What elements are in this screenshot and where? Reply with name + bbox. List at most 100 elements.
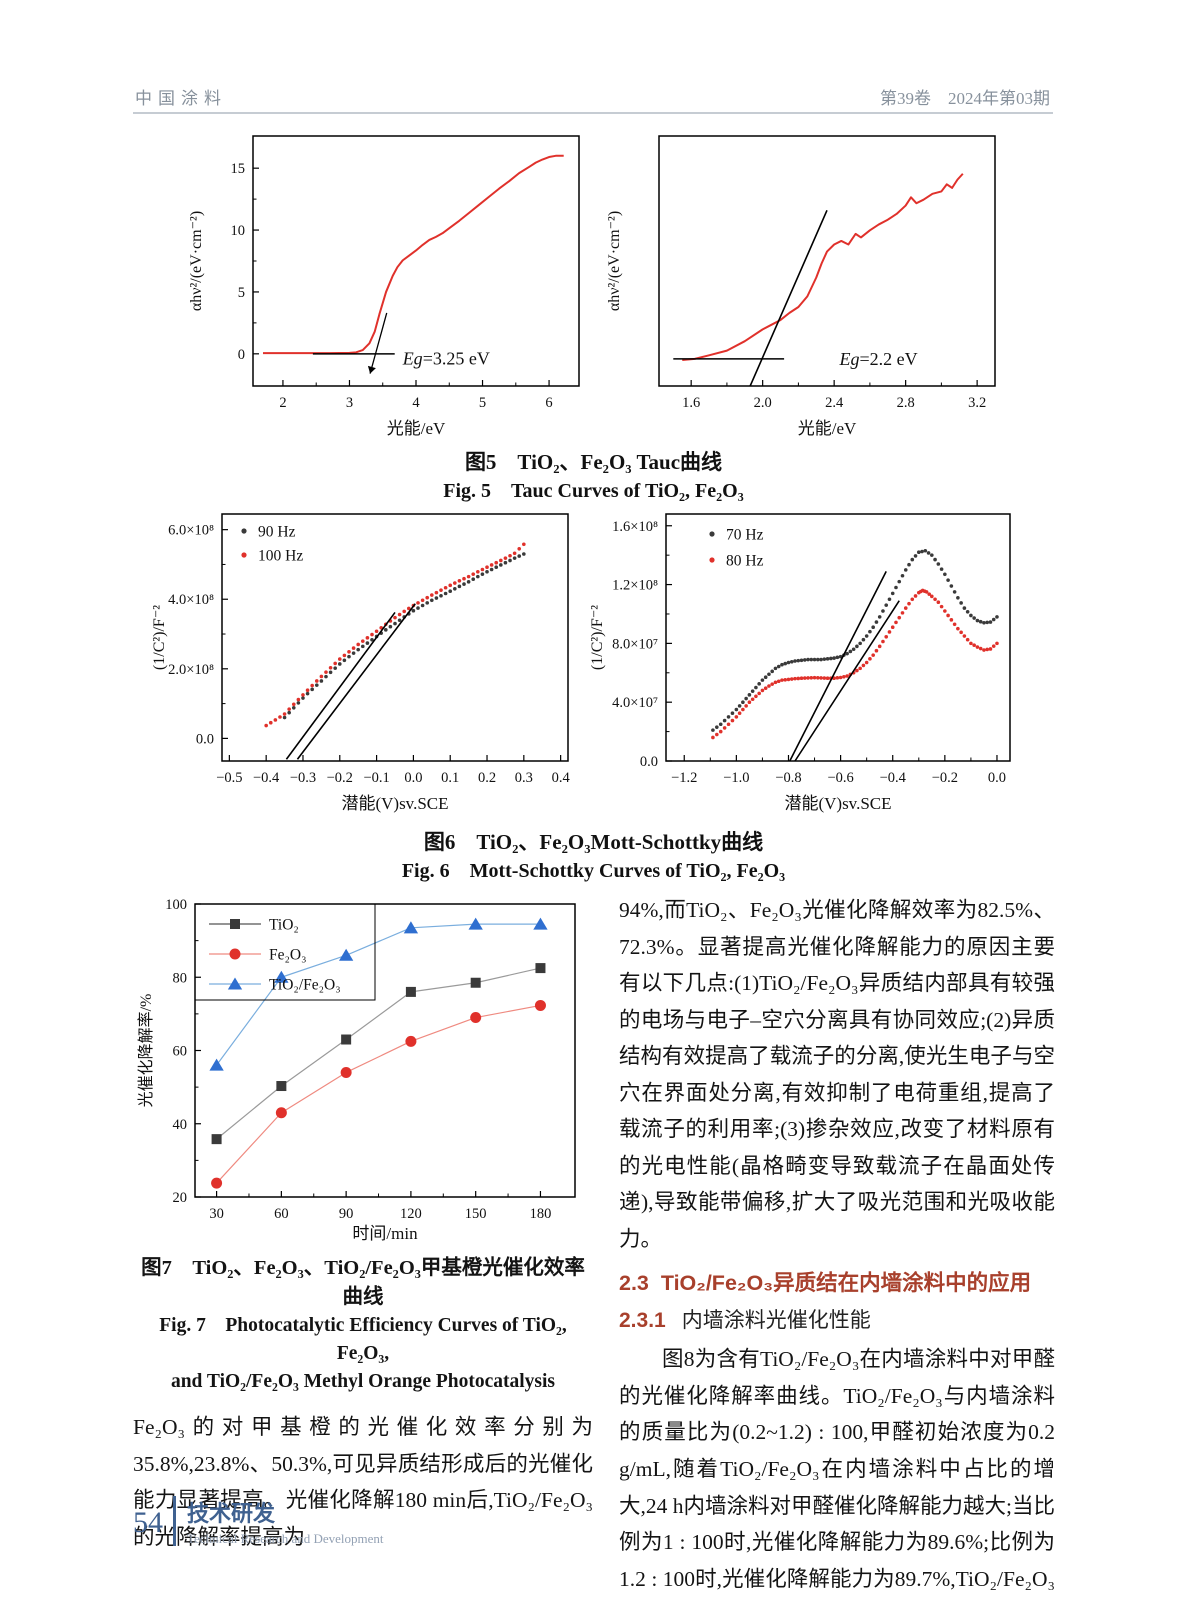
svg-text:40: 40 <box>173 1117 188 1133</box>
subsection-heading-2-3-1: 2.3.1 内墙涂料光催化性能 <box>619 1305 1055 1338</box>
svg-text:0.0: 0.0 <box>404 770 422 786</box>
svg-text:4: 4 <box>412 395 420 411</box>
svg-text:80 Hz: 80 Hz <box>726 553 764 570</box>
svg-text:潜能(V)sv.SCE: 潜能(V)sv.SCE <box>341 794 448 813</box>
fig5-tio2-tauc-chart: 2 3 4 5 6 0 5 10 15 光能/eV αhν²/(eV·cm⁻²) Eg=3.25 eV <box>183 124 593 447</box>
svg-text:100 Hz: 100 Hz <box>258 548 303 565</box>
svg-text:−0.4: −0.4 <box>880 770 907 786</box>
svg-text:0.4: 0.4 <box>552 770 571 786</box>
section-heading-2-3: 2.3 TiO₂/Fe₂O₃异质结在内墙涂料中的应用 <box>619 1267 1055 1300</box>
svg-text:6.0×10⁸: 6.0×10⁸ <box>168 523 214 539</box>
page-footer: 54 技术研发 Technical Research and Developme… <box>133 1496 384 1547</box>
svg-text:15: 15 <box>231 161 246 177</box>
svg-text:−1.2: −1.2 <box>671 770 697 786</box>
fig5-caption: 图5 TiO₂、Fe₂O₃ Tauc曲线 Fig. 5 Tauc Curves … <box>0 447 1187 506</box>
svg-text:光能/eV: 光能/eV <box>798 419 857 438</box>
svg-text:−0.8: −0.8 <box>775 770 801 786</box>
svg-text:120: 120 <box>400 1206 422 1222</box>
fig6-tio2-mott-schottky-chart: −0.5 −0.4 −0.3 −0.2 −0.1 0.0 0.1 0.2 0.3 0.4 0.0 2.… <box>146 502 582 822</box>
fig7-caption-en-line1: Fig. 7 Photocatalytic Efficiency Curves … <box>159 1315 567 1364</box>
svg-text:(1/C²)/F⁻²: (1/C²)/F⁻² <box>151 605 168 670</box>
fig6-caption-en: Fig. 6 Mott-Schottky Curves of TiO₂, Fe₂… <box>401 860 786 883</box>
fig7-caption: 图7 TiO₂、Fe₂O₃、TiO₂/Fe₂O₃甲基橙光催化效率曲线 Fig. … <box>133 1254 593 1395</box>
svg-text:100: 100 <box>165 897 187 913</box>
svg-text:70 Hz: 70 Hz <box>726 527 764 544</box>
right-paragraph-1: 94%,而TiO₂、Fe₂O₃光催化降解效率为82.5%、72.3%。显著提高光… <box>619 898 1055 1251</box>
fig5-caption-en: Fig. 5 Tauc Curves of TiO₂, Fe₂O₃ <box>443 480 744 503</box>
figure5-row: 2 3 4 5 6 0 5 10 15 光能/eV αhν²/(eV·cm⁻²) Eg=3.25 eV… <box>183 124 1011 447</box>
svg-text:0.0: 0.0 <box>196 731 214 747</box>
fig7-caption-en-line2: and TiO₂/Fe₂O₃ Methyl Orange Photocataly… <box>170 1370 556 1392</box>
fig5-caption-zh: 图5 TiO₂、Fe₂O₃ Tauc曲线 <box>464 450 723 474</box>
svg-text:0.3: 0.3 <box>515 770 533 786</box>
page-number: 54 <box>133 1506 163 1539</box>
svg-text:光催化降解率/%: 光催化降解率/% <box>137 994 155 1108</box>
svg-text:−0.3: −0.3 <box>290 770 316 786</box>
footer-divider <box>173 1496 176 1546</box>
right-paragraph-2: 图8为含有TiO₂/Fe₂O₃在内墙涂料中对甲醛的光催化降解率曲线。TiO₂/F… <box>619 1347 1055 1591</box>
svg-text:αhν²/(eV·cm⁻²): αhν²/(eV·cm⁻²) <box>606 211 623 311</box>
svg-text:8.0×10⁷: 8.0×10⁷ <box>612 636 658 652</box>
svg-text:90 Hz: 90 Hz <box>258 524 296 541</box>
figure6-row: −0.5 −0.4 −0.3 −0.2 −0.1 0.0 0.1 0.2 0.3 0.4 0.0 2.… <box>146 502 1024 822</box>
svg-text:−0.4: −0.4 <box>253 770 280 786</box>
svg-text:−0.2: −0.2 <box>327 770 353 786</box>
svg-text:0.1: 0.1 <box>441 770 459 786</box>
svg-text:4.0×10⁷: 4.0×10⁷ <box>612 695 658 711</box>
svg-text:0.0: 0.0 <box>988 770 1006 786</box>
svg-text:TiO₂/Fe₂O₃: TiO₂/Fe₂O₃ <box>269 977 341 994</box>
journal-name: 中国涂料 <box>135 89 227 108</box>
subsection-number: 2.3.1 <box>619 1308 666 1332</box>
svg-text:TiO₂: TiO₂ <box>269 917 299 934</box>
left-column: 30 60 90 120 150 180 20 40 60 80 100 时间/min 光催化降解率/%… <box>133 892 593 1600</box>
svg-text:2.0: 2.0 <box>754 395 772 411</box>
right-column: 94%,而TiO₂、Fe₂O₃光催化降解效率为82.5%、72.3%。显著提高光… <box>619 892 1055 1600</box>
svg-text:20: 20 <box>173 1190 188 1206</box>
svg-text:光能/eV: 光能/eV <box>387 419 446 438</box>
svg-text:2.8: 2.8 <box>897 395 915 411</box>
svg-text:6: 6 <box>545 395 552 411</box>
fig7-caption-zh: 图7 TiO₂、Fe₂O₃、TiO₂/Fe₂O₃甲基橙光催化效率曲线 <box>141 1257 585 1309</box>
svg-text:0.2: 0.2 <box>478 770 496 786</box>
svg-text:150: 150 <box>465 1206 487 1222</box>
svg-text:90: 90 <box>339 1206 354 1222</box>
svg-text:2.4: 2.4 <box>825 395 844 411</box>
fig6-fe2o3-mott-schottky-chart: −1.2 −1.0 −0.8 −0.6 −0.4 −0.2 0.0 0.0 4.0×10⁷ 8.0… <box>584 502 1024 822</box>
svg-text:−0.5: −0.5 <box>216 770 242 786</box>
svg-text:2.0×10⁸: 2.0×10⁸ <box>168 662 214 678</box>
svg-text:潜能(V)sv.SCE: 潜能(V)sv.SCE <box>784 794 891 813</box>
footer-section-zh: 技术研发 <box>187 1501 276 1526</box>
svg-text:1.6×10⁸: 1.6×10⁸ <box>612 519 658 535</box>
svg-text:0.0: 0.0 <box>640 754 658 770</box>
svg-text:Eg=3.25 eV: Eg=3.25 eV <box>402 348 490 368</box>
svg-text:−0.2: −0.2 <box>932 770 958 786</box>
svg-text:5: 5 <box>479 395 486 411</box>
svg-text:10: 10 <box>231 223 246 239</box>
svg-text:1.6: 1.6 <box>682 395 700 411</box>
fig5-fe2o3-tauc-chart: 1.6 2.0 2.4 2.8 3.2 光能/eV αhν²/(eV·cm⁻²) Eg=2.2… <box>601 124 1011 447</box>
header-rule <box>133 112 1053 114</box>
svg-text:Eg=2.2 eV: Eg=2.2 eV <box>839 349 918 369</box>
svg-text:180: 180 <box>530 1206 552 1222</box>
fig7-photocatalytic-chart: 30 60 90 120 150 180 20 40 60 80 100 时间/min 光催化降解率/%… <box>133 892 593 1252</box>
left-paragraph: Fe₂O₃的对甲基橙的光催化效率分别为35.8%,23.8%、50.3%,可见异… <box>133 1415 593 1549</box>
fig6-caption: 图6 TiO₂、Fe₂O₃Mott-Schottky曲线 Fig. 6 Mott… <box>0 827 1187 886</box>
svg-text:80: 80 <box>173 970 188 986</box>
svg-text:3: 3 <box>346 395 353 411</box>
footer-section-en: Technical Research and Development <box>187 1531 384 1546</box>
svg-text:30: 30 <box>209 1206 224 1222</box>
svg-text:4.0×10⁸: 4.0×10⁸ <box>168 592 214 608</box>
svg-text:0: 0 <box>238 347 245 363</box>
svg-text:1.2×10⁸: 1.2×10⁸ <box>612 578 658 594</box>
section-number: 2.3 <box>619 1271 649 1296</box>
svg-text:5: 5 <box>238 285 245 301</box>
svg-text:Fe₂O₃: Fe₂O₃ <box>269 947 307 964</box>
fig6-caption-zh: 图6 TiO₂、Fe₂O₃Mott-Schottky曲线 <box>423 830 764 854</box>
svg-text:时间/min: 时间/min <box>352 1224 418 1243</box>
svg-text:αhν²/(eV·cm⁻²): αhν²/(eV·cm⁻²) <box>188 211 205 311</box>
svg-text:−0.6: −0.6 <box>827 770 853 786</box>
footer-section: 技术研发 Technical Research and Development <box>187 1496 384 1547</box>
issue-info: 第39卷 2024年第03期 <box>880 89 1050 108</box>
svg-text:60: 60 <box>274 1206 289 1222</box>
